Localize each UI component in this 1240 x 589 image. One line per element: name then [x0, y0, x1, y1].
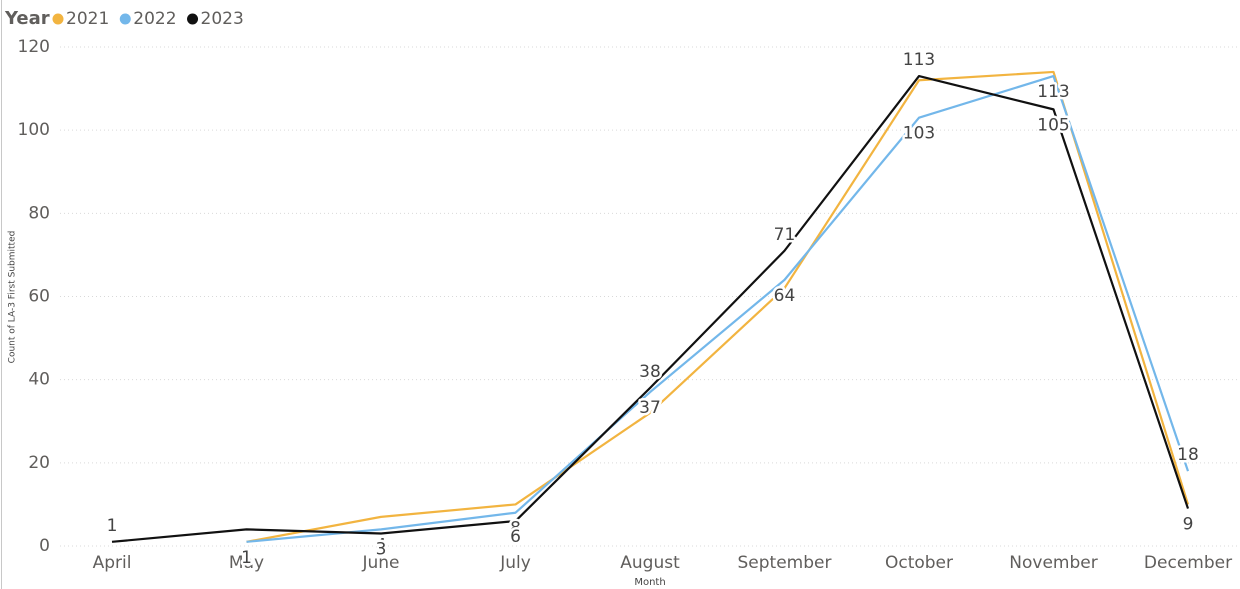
legend-label: 2023: [201, 9, 244, 29]
x-tick-label: October: [885, 553, 953, 573]
series-line: [246, 70, 1190, 543]
x-tick-label: August: [620, 553, 680, 573]
data-label: 9: [1183, 515, 1194, 535]
y-axis-title: Count of LA-3 First Submitted: [8, 231, 18, 364]
x-tick-label: December: [1144, 553, 1232, 573]
data-label: 8: [510, 519, 521, 539]
y-tick-label: 20: [28, 453, 50, 473]
data-label: 3: [376, 540, 387, 560]
series-line: [111, 75, 1190, 543]
x-tick-label: April: [93, 553, 132, 573]
y-tick-label: 100: [18, 120, 50, 140]
data-label: 113: [1037, 82, 1069, 102]
data-label: 105: [1037, 115, 1069, 135]
data-label: 38: [639, 362, 661, 382]
y-tick-label: 120: [18, 37, 50, 57]
legend-marker: [119, 13, 131, 25]
y-tick-label: 80: [28, 203, 50, 223]
x-tick-label: September: [738, 553, 832, 573]
x-tick-label: November: [1009, 553, 1097, 573]
data-label: 6: [510, 527, 521, 547]
y-tick-label: 60: [28, 287, 50, 307]
legend-marker: [187, 13, 199, 25]
x-tick-label: May: [229, 553, 264, 573]
y-tick-label: 0: [39, 536, 50, 556]
legend-marker: [52, 13, 64, 25]
data-label: 37: [639, 398, 661, 418]
x-axis-title: Month: [634, 577, 665, 588]
data-label: 1: [241, 548, 252, 568]
x-tick-label: July: [499, 553, 531, 573]
legend-label: 2022: [133, 9, 176, 29]
data-label: 103: [903, 124, 935, 144]
x-tick-label: June: [361, 553, 399, 573]
data-label: 18: [1177, 445, 1199, 465]
legend-label: 2021: [66, 9, 109, 29]
series-line: [246, 75, 1190, 543]
data-label: 71: [774, 225, 796, 245]
legend-title: Year: [4, 8, 50, 29]
y-tick-label: 40: [28, 370, 50, 390]
data-label: 4: [376, 535, 387, 555]
data-label: 1: [107, 516, 118, 536]
data-label: 113: [903, 50, 935, 70]
data-label: 64: [774, 286, 796, 306]
